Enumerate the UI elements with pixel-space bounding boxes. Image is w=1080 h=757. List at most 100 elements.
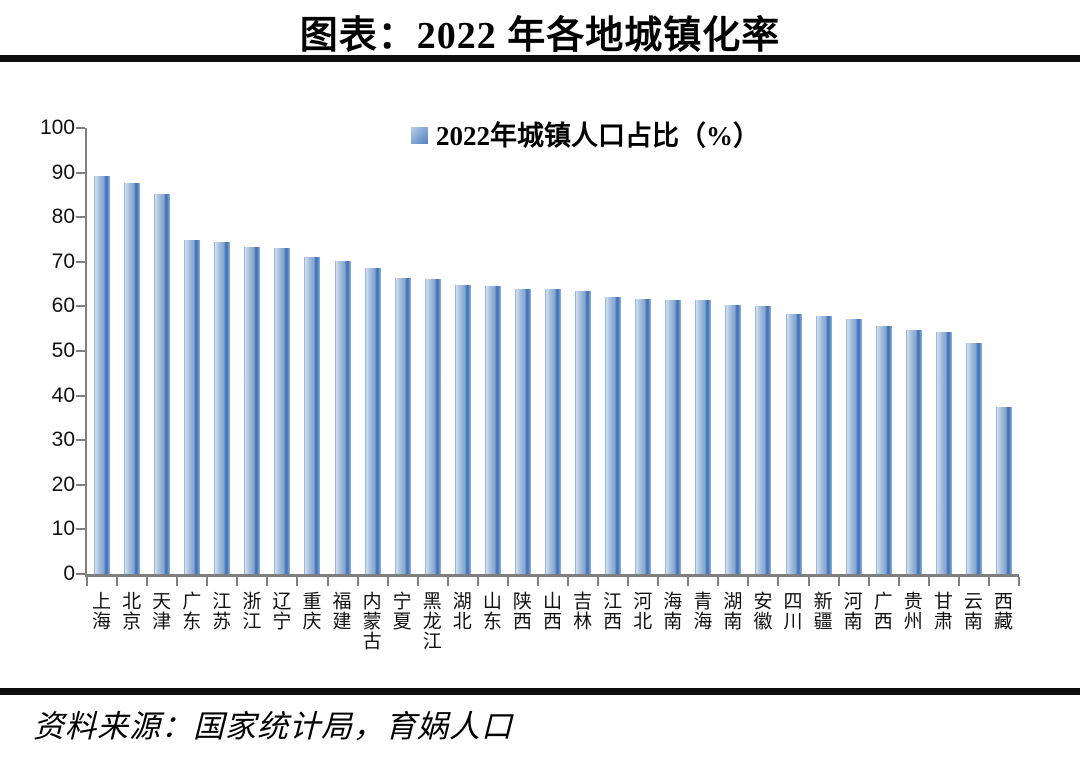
x-axis-tick: [326, 577, 329, 586]
x-axis-label: 福建: [329, 591, 351, 631]
x-axis-label: 湖南: [720, 591, 742, 631]
x-axis-tick: [446, 577, 449, 586]
bar-青海: [695, 300, 712, 574]
bar-江西: [605, 297, 622, 574]
x-axis-label: 四川: [780, 591, 802, 631]
y-axis-tick: [76, 439, 85, 442]
plot-area: [76, 127, 1020, 586]
bar-黑龙江: [424, 279, 441, 574]
bar-江苏: [214, 242, 231, 574]
x-axis-label: 辽宁: [269, 591, 291, 631]
x-axis-label: 重庆: [299, 591, 321, 631]
x-axis-tick: [86, 577, 88, 586]
bar-辽宁: [274, 248, 291, 574]
y-axis-label: 50: [51, 339, 75, 362]
bar-安徽: [755, 305, 772, 574]
y-axis-tick: [76, 394, 85, 397]
bar-广东: [184, 240, 201, 574]
bar-新疆: [815, 315, 832, 574]
y-axis-label: 70: [51, 249, 75, 273]
x-axis-label: 陕西: [509, 591, 531, 631]
x-axis-label: 山西: [540, 591, 561, 631]
x-axis-tick: [416, 577, 419, 586]
bar-贵州: [905, 329, 922, 574]
x-axis-tick: [717, 577, 720, 586]
x-axis-tick: [536, 577, 539, 586]
x-axis-tick: [807, 577, 810, 586]
y-axis-tick: [76, 528, 85, 531]
y-axis-tick: [76, 171, 85, 174]
x-axis-label: 江西: [600, 591, 622, 631]
y-axis-label: 10: [51, 517, 75, 541]
x-axis-tick: [987, 577, 990, 586]
legend-swatch-icon: [411, 126, 428, 144]
x-axis-tick: [236, 577, 239, 586]
y-axis-label: 0: [63, 562, 75, 585]
y-axis-tick: [76, 483, 85, 486]
x-axis-tick: [506, 577, 509, 586]
x-axis-label: 广西: [870, 591, 892, 631]
x-axis-label: 湖北: [449, 591, 471, 631]
y-axis-tick: [76, 305, 85, 308]
bar-海南: [665, 299, 682, 574]
bar-浙江: [244, 246, 261, 574]
bar-陕西: [514, 288, 531, 574]
bar-湖北: [454, 285, 471, 574]
bar-山东: [484, 286, 501, 574]
x-axis-labels: 上海 北京 天津 广东 江苏 浙江 辽宁 重庆 福建 内蒙古 宁夏 黑龙江 湖北 山东 陕西 山西 吉林 江西 河北…: [85, 591, 1017, 686]
chart-title: 图表：2022 年各地城镇化率: [299, 15, 781, 57]
bar-内蒙古: [364, 268, 381, 574]
x-axis-tick: [657, 577, 660, 586]
x-axis-tick: [206, 577, 209, 586]
x-axis-label: 广东: [179, 591, 201, 631]
legend-label: 2022年城镇人口占比（%）: [436, 121, 760, 151]
x-axis-label: 天津: [149, 591, 171, 631]
x-axis-tick: [266, 577, 269, 586]
x-axis-label: 贵州: [900, 591, 922, 631]
y-axis-label: 20: [51, 472, 75, 496]
y-axis-tick: [76, 216, 85, 219]
x-axis-label: 黑龙江: [419, 591, 441, 651]
x-axis-label: 河北: [630, 591, 652, 631]
y-axis-label: 30: [51, 428, 75, 452]
y-axis-label: 80: [51, 205, 75, 229]
x-axis-tick: [897, 577, 900, 586]
x-axis-label: 甘肃: [930, 591, 952, 631]
bar-福建: [334, 261, 351, 574]
title-divider-rule: [0, 55, 1080, 62]
x-axis-tick: [777, 577, 780, 586]
footer-divider-rule: [0, 688, 1080, 695]
x-axis-tick: [867, 577, 870, 586]
bar-河北: [635, 298, 652, 574]
x-axis-tick: [146, 577, 149, 586]
x-axis-label: 新疆: [810, 591, 832, 631]
bar-云南: [965, 343, 982, 574]
x-axis-label: 内蒙古: [359, 591, 381, 651]
bar-重庆: [304, 257, 321, 574]
x-axis-tick: [296, 577, 299, 586]
bar-宁夏: [394, 278, 411, 574]
bar-湖南: [725, 305, 742, 574]
bar-北京: [124, 183, 141, 574]
x-axis-tick: [567, 577, 570, 586]
x-axis-label: 浙江: [239, 591, 261, 631]
bar-四川: [785, 313, 802, 574]
y-axis-tick: [76, 127, 85, 129]
x-axis-tick: [116, 577, 119, 586]
bar-上海: [94, 175, 111, 574]
source-note: 资料来源：国家统计局，育娲人口: [33, 709, 513, 744]
y-axis-labels: 0 10 20 30 40 50 60 70 80 90 100: [0, 116, 75, 585]
x-axis-label: 北京: [119, 591, 141, 631]
y-axis-tick: [76, 260, 85, 263]
x-axis-tick: [386, 577, 389, 586]
y-axis-label: 100: [39, 116, 75, 139]
x-axis-tick: [356, 577, 359, 586]
x-axis-tick: [176, 577, 179, 586]
x-axis-tick: [627, 577, 630, 586]
x-axis-tick: [747, 577, 750, 586]
x-axis-label: 江苏: [209, 591, 231, 631]
bar-吉林: [575, 291, 592, 574]
y-axis-tick: [76, 350, 85, 352]
x-axis-label: 云南: [960, 591, 982, 631]
x-axis-label: 吉林: [570, 591, 592, 631]
